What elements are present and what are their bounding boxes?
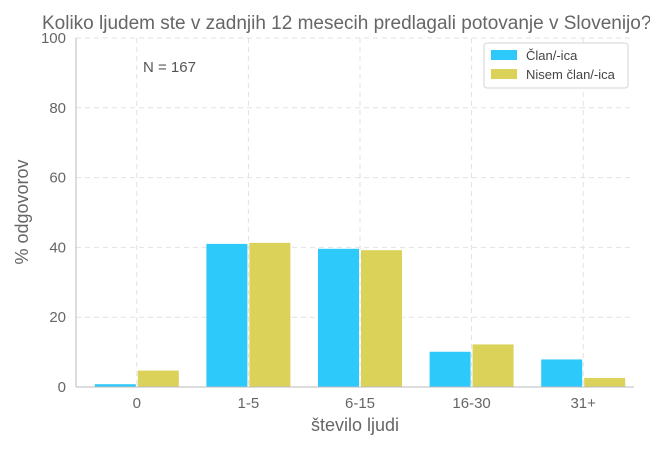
x-tick-label: 31+ <box>570 395 596 412</box>
y-tick-label: 0 <box>58 379 66 396</box>
y-axis-label: % odgovorov <box>12 159 32 264</box>
legend: Član/-ica Nisem član/-ica <box>483 42 629 89</box>
y-tick-label: 20 <box>49 309 66 326</box>
bar-non-member-3 <box>472 344 514 387</box>
y-tick-label: 40 <box>49 239 66 256</box>
x-tick-label: 6-15 <box>345 395 375 412</box>
y-tick-label: 100 <box>41 30 66 47</box>
legend-box <box>483 42 629 89</box>
bar-member-4 <box>541 359 583 387</box>
x-axis-label: število ljudi <box>311 415 399 435</box>
bar-member-0 <box>94 384 136 387</box>
y-tick-labels: 0 20 40 60 80 100 <box>41 30 66 396</box>
bar-non-member-4 <box>584 377 626 387</box>
grid <box>76 37 634 387</box>
legend-swatch <box>491 69 517 79</box>
bar-member-2 <box>318 248 359 387</box>
chart-title: Koliko ljudem ste v zadnjih 12 mesecih p… <box>42 13 650 34</box>
x-tick-label: 1-5 <box>238 395 260 412</box>
bars <box>94 242 626 387</box>
x-tick-labels: 0 1-5 6-15 16-30 31+ <box>133 395 597 412</box>
legend-label: Nisem član/-ica <box>526 67 616 82</box>
bar-member-3 <box>429 351 471 387</box>
bar-member-1 <box>206 243 248 387</box>
x-tick-label: 0 <box>133 395 141 412</box>
y-tick-label: 60 <box>49 170 66 187</box>
axes <box>75 38 634 388</box>
sample-size-annotation: N = 167 <box>143 59 196 76</box>
x-tick-label: 16-30 <box>452 395 490 412</box>
bar-non-member-0 <box>137 370 179 387</box>
bar-non-member-1 <box>249 242 291 387</box>
y-tick-label: 80 <box>49 100 66 117</box>
legend-swatch <box>491 50 517 60</box>
bar-non-member-2 <box>361 250 402 387</box>
legend-label: Član/-ica <box>526 48 578 63</box>
